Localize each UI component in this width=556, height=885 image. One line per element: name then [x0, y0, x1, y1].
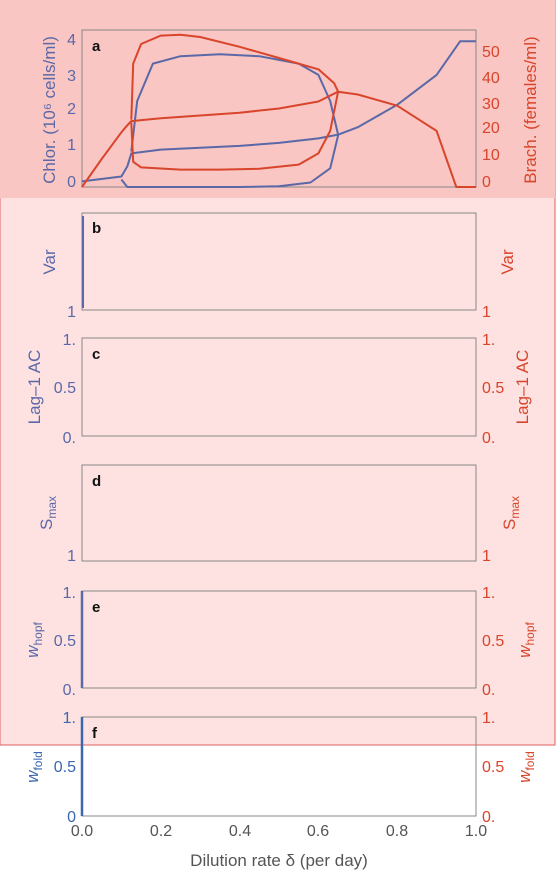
panel-a-letter: a: [92, 38, 101, 55]
label-main: S: [37, 519, 56, 530]
x-tick-label: 0.0: [71, 823, 93, 840]
tick-label: 30: [482, 96, 500, 113]
panel-c-letter: c: [92, 346, 100, 363]
label-sub: hopf: [523, 622, 537, 646]
label-sub: fold: [31, 751, 45, 770]
panel-a-left-ticks: 0 1 2 3 4: [67, 32, 76, 191]
panel-e-letter: e: [92, 599, 100, 616]
tick-label: 0: [67, 174, 76, 191]
panel-a-right-axis-label: Brach. (females/ml): [521, 36, 540, 183]
panel-b-left-axis-label: Var: [40, 249, 59, 275]
panel-f-left-axis-label: wfold: [23, 751, 45, 783]
panel-f-right-axis-label: wfold: [515, 751, 537, 783]
label-sub: max: [508, 496, 522, 519]
series-line-brach-cycle-min: [130, 91, 340, 171]
panel-b-letter: b: [92, 220, 101, 237]
tick-label: 0.5: [482, 759, 504, 776]
label-sub: fold: [523, 751, 537, 770]
label-sub: hopf: [31, 622, 45, 646]
panel-a: a 0 1 2 3 4 0 10 20 30 40 50 Chlor. (10⁶…: [40, 29, 540, 191]
label-main: w: [515, 644, 534, 658]
tick-label: 4: [67, 32, 76, 49]
tick-label: 2: [67, 101, 76, 118]
series-line-chlor-cycle-min: [120, 135, 340, 188]
panel-a-right-ticks: 0 10 20 30 40 50: [482, 44, 500, 191]
series-line-brach-equilibrium: [81, 90, 476, 188]
tick-label: 0.: [63, 682, 76, 699]
tick-label: 0: [482, 174, 491, 191]
series-line-brach-cycle-max: [130, 33, 340, 120]
panel-d-letter: d: [92, 473, 101, 490]
panel-b: b 1 1 Var Var: [40, 212, 517, 321]
tick-label: 0.5: [54, 380, 76, 397]
panel-d-left-axis-label: Smax: [37, 496, 59, 530]
tick-label: 1.: [482, 332, 495, 349]
tick-label: 1.: [63, 585, 76, 602]
series-line-chlor-equilibrium: [81, 40, 476, 183]
tick-label: 0.: [482, 682, 495, 699]
panel-e: e 0. 0.5 1. 0. 0.5 1. whopf whopf: [23, 585, 537, 699]
panel-c-frame: [81, 337, 477, 437]
tick-label: 0.5: [482, 380, 504, 397]
tick-label: 50: [482, 44, 500, 61]
series-line-chlor-cycle-max: [130, 53, 340, 152]
x-tick-label: 0.4: [229, 823, 251, 840]
tick-label: 10: [482, 147, 500, 164]
label-main: w: [515, 769, 534, 783]
tick-label: 1.: [482, 585, 495, 602]
x-axis-label: Dilution rate δ (per day): [190, 851, 368, 870]
panel-a-highlight: [0, 0, 555, 198]
panel-c: c 0. 0.5 1. 0. 0.5 1. Lag–1 AC Lag–1 AC: [25, 332, 532, 447]
panel-d: d 1 1 Smax Smax: [37, 464, 522, 565]
panel-a-left-axis-label: Chlor. (10⁶ cells/ml): [40, 36, 59, 184]
tick-label: 0.: [482, 430, 495, 447]
tick-label: 1: [67, 137, 76, 154]
panel-c-right-axis-label: Lag–1 AC: [513, 350, 532, 425]
label-sub: max: [45, 496, 59, 519]
tick-label: 1.: [482, 710, 495, 727]
label-main: w: [23, 769, 42, 783]
label-main: w: [23, 644, 42, 658]
panel-a-curves: [81, 33, 476, 188]
x-tick-label: 1.0: [465, 823, 487, 840]
tick-label: 1: [67, 304, 76, 321]
panel-e-right-axis-label: whopf: [515, 622, 537, 658]
tick-label: 0.5: [482, 633, 504, 650]
tick-label: 3: [67, 68, 76, 85]
tick-label: 1: [67, 548, 76, 565]
tick-label: 0.5: [54, 633, 76, 650]
tick-label: 0.: [482, 809, 495, 826]
tick-label: 0: [67, 809, 76, 826]
tick-label: 0.5: [54, 759, 76, 776]
tick-label: 20: [482, 120, 500, 137]
x-tick-label: 0.6: [307, 823, 329, 840]
tick-label: 1: [482, 548, 491, 565]
label-main: S: [500, 519, 519, 530]
panel-b-right-axis-label: Var: [498, 249, 517, 275]
panel-d-right-axis-label: Smax: [500, 496, 522, 530]
panel-c-left-axis-label: Lag–1 AC: [25, 350, 44, 425]
tick-label: 40: [482, 70, 500, 87]
panel-e-left-axis-label: whopf: [23, 622, 45, 658]
x-tick-label: 0.2: [150, 823, 172, 840]
panel-f-letter: f: [92, 725, 98, 742]
x-axis: 0.0 0.2 0.4 0.6 0.8 1.0 Dilution rate δ …: [71, 823, 487, 870]
panel-f: f 0 0.5 1. 0. 0.5 1. wfold wfold: [23, 710, 537, 826]
x-tick-label: 0.8: [386, 823, 408, 840]
tick-label: 1.: [63, 332, 76, 349]
tick-label: 1: [482, 304, 491, 321]
tick-label: 1.: [63, 710, 76, 727]
panel-d-frame: [81, 464, 477, 562]
tick-label: 0.: [63, 430, 76, 447]
